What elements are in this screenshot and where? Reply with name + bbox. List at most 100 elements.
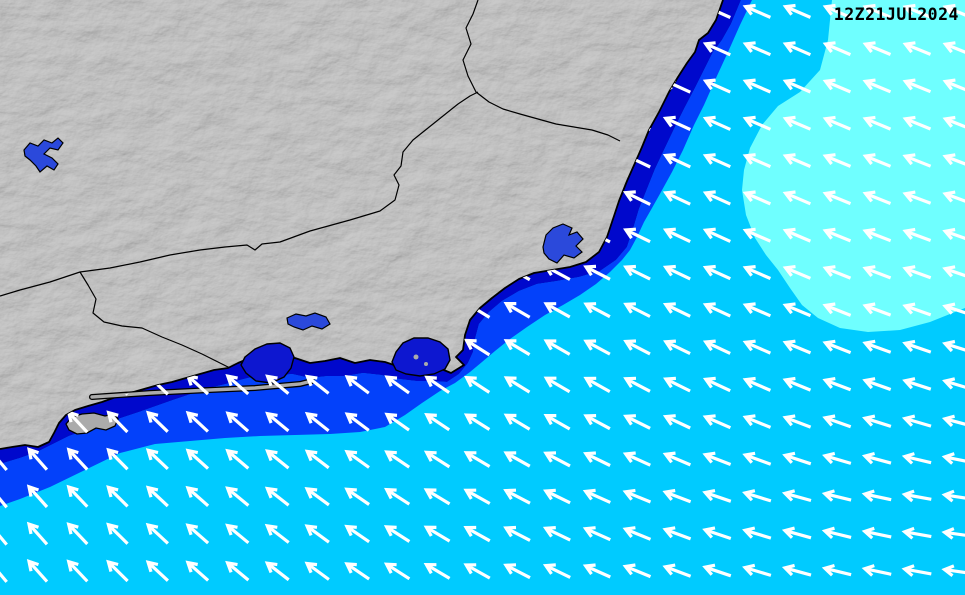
swell-arrow [662, 115, 691, 131]
timestamp-label: 12Z21JUL2024 [834, 5, 959, 24]
swell-arrow [423, 562, 451, 580]
swell-arrow [902, 115, 932, 131]
swell-arrow [145, 448, 169, 471]
swell-arrow [942, 78, 965, 94]
swell-arrow [185, 410, 209, 433]
swell-arrow [662, 414, 691, 430]
swell-arrow [782, 451, 812, 466]
swell-arrow [0, 521, 8, 546]
swell-arrow [942, 153, 965, 168]
swell-arrow [742, 451, 772, 466]
guanabara-bay [391, 337, 451, 377]
swell-arrow [862, 265, 892, 280]
swell-arrow [623, 264, 651, 281]
swell-arrow [942, 377, 965, 391]
swell-arrow [742, 526, 772, 540]
swell-arrow [742, 339, 772, 355]
swell-arrow [822, 190, 852, 206]
swell-arrow [662, 264, 691, 281]
swell-arrow [902, 302, 932, 317]
swell-arrow [902, 41, 932, 56]
swell-arrow [463, 488, 491, 505]
swell-arrow [106, 522, 129, 545]
swell-arrow [901, 414, 932, 428]
swell-arrow [861, 489, 892, 502]
swell-arrow [702, 78, 731, 94]
swell-arrow [702, 227, 731, 243]
araruama-lagoon [542, 223, 584, 264]
swell-arrow [862, 78, 892, 94]
swell-arrow [942, 3, 965, 19]
swell-arrow [702, 526, 732, 541]
swell-arrow [304, 411, 330, 432]
swell-arrow [822, 302, 852, 317]
swell-arrow [344, 487, 371, 506]
swell-arrow [782, 227, 812, 243]
swell-arrow [185, 560, 210, 582]
swell-arrow [742, 563, 772, 577]
swell-arrow [702, 41, 731, 57]
swell-arrow [145, 485, 169, 508]
lajes-reservoir [286, 312, 331, 331]
swell-arrow [822, 115, 852, 131]
swell-arrow [384, 487, 411, 506]
swell-arrow [463, 451, 491, 468]
swell-arrow [782, 78, 812, 94]
swell-arrow [542, 526, 571, 542]
swell-arrow [902, 227, 932, 242]
swell-arrow [663, 376, 691, 393]
swell-arrow [225, 373, 250, 396]
swell-arrow [782, 190, 812, 206]
swell-arrow [942, 265, 965, 280]
swell-arrow [583, 264, 611, 281]
swell-arrow [742, 115, 772, 131]
swell-arrow [822, 3, 852, 19]
swell-arrow [822, 78, 852, 94]
swell-arrow [782, 414, 812, 429]
swell-arrow [463, 338, 491, 357]
swell-arrow [185, 523, 210, 545]
swell-arrow [106, 559, 129, 583]
swell-arrow [583, 339, 611, 356]
swell-arrow [344, 524, 371, 544]
swell-arrow [821, 526, 852, 540]
swell-arrow [702, 414, 732, 430]
swell-arrow [66, 447, 89, 471]
swell-arrow [264, 523, 290, 544]
swell-arrow [543, 339, 571, 356]
swell-arrow [582, 488, 611, 504]
swell-arrow [583, 376, 611, 393]
swell-arrow [225, 486, 250, 507]
swell-arrow [822, 41, 852, 57]
swell-arrow [702, 489, 732, 503]
swell-arrow [742, 265, 772, 280]
swell-arrow [463, 563, 491, 580]
swell-arrow [543, 451, 571, 468]
swell-arrow [304, 449, 330, 470]
swell-arrow [225, 523, 250, 545]
state-boundary [0, 91, 479, 297]
swell-arrow [822, 377, 852, 392]
swell-arrow [623, 339, 651, 356]
swell-arrow [862, 377, 892, 392]
swell-arrow [861, 526, 892, 540]
swell-arrow [0, 558, 8, 583]
swell-arrow [542, 563, 571, 579]
swell-arrow [582, 526, 611, 542]
swell-arrow [702, 451, 732, 466]
swell-arrow [145, 522, 169, 545]
swell-arrow [662, 488, 692, 504]
swell-arrow [304, 561, 330, 581]
swell-arrow [662, 302, 691, 318]
swell-arrow [344, 562, 371, 581]
swell-arrow [623, 227, 651, 244]
swell-arrow [663, 339, 691, 356]
swell-arrow [344, 449, 370, 469]
swell-arrow [66, 559, 89, 583]
swell-arrow [503, 525, 531, 542]
swell-arrow [0, 484, 8, 509]
swell-arrow [503, 302, 531, 319]
swell-arrow [503, 376, 531, 394]
swell-arrow [583, 451, 611, 467]
swell-arrow [822, 339, 852, 355]
